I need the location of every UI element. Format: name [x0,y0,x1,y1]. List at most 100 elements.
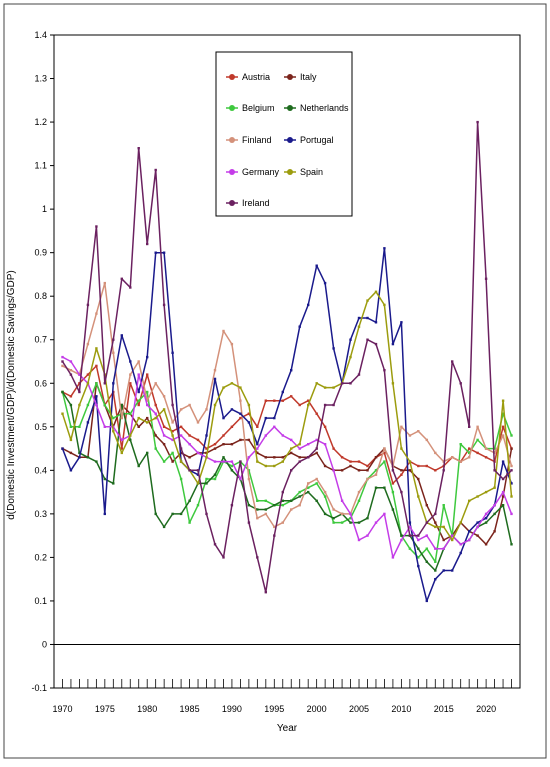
data-point [86,382,90,385]
data-point [264,399,267,402]
data-point [196,504,200,507]
data-point [357,460,361,463]
x-tick-label: 2010 [391,704,411,714]
data-point [374,456,378,459]
data-point [425,464,428,468]
data-point [256,499,259,502]
data-point [400,425,403,428]
data-point [78,425,81,428]
data-point [69,451,73,455]
data-point [239,416,242,420]
data-point [69,438,73,442]
data-point [408,460,412,463]
data-point [315,438,318,442]
data-point [298,504,301,507]
data-point [154,412,157,415]
data-point [400,490,403,494]
data-point [340,499,344,502]
plot-frame [53,34,521,689]
data-point [484,543,488,546]
data-point [247,469,251,472]
data-point [154,434,157,437]
data-point [510,434,513,437]
data-point [86,342,90,346]
data-point [154,168,157,172]
legend-item-finland: Finland [226,135,272,145]
x-tick-label: 2000 [307,704,327,714]
data-point [112,351,115,354]
data-point [307,403,310,407]
data-point [162,395,166,398]
legend-item-italy: Italy [284,72,317,82]
y-tick-label: -0.1 [31,683,47,693]
data-point [179,408,183,411]
data-point [417,538,420,542]
data-point [476,525,479,529]
data-point [230,408,234,411]
data-point [442,504,445,507]
data-point [510,543,513,546]
data-point [188,521,191,524]
legend-label: Belgium [242,103,275,113]
data-point [349,460,352,463]
data-point [468,456,471,459]
data-point [281,460,284,463]
data-point [61,364,64,368]
legend-label: Austria [242,72,270,82]
data-point [366,338,369,341]
data-point [112,430,115,433]
data-point [137,425,140,428]
data-point [374,469,378,472]
data-point [451,534,454,537]
data-point [61,412,64,415]
data-point [383,369,386,372]
data-point [332,508,335,511]
data-point [510,464,513,468]
data-point [332,517,335,520]
data-point [247,521,251,524]
data-point [239,412,242,415]
data-point [281,504,284,507]
data-point [95,225,98,228]
data-point [264,456,267,459]
data-point [391,482,395,485]
data-point [281,456,284,459]
data-point [129,373,132,376]
data-point [162,443,166,446]
data-point [213,377,217,381]
data-point [281,521,284,524]
data-point [154,512,157,516]
y-tick-label: 0.8 [34,291,47,301]
data-point [146,403,149,407]
data-point [468,425,471,428]
data-point [434,512,437,516]
data-point [103,382,106,385]
data-point [349,355,352,359]
data-point [366,469,369,472]
series-line [62,356,513,559]
data-point [417,547,420,550]
data-point [230,443,234,446]
data-point [95,395,98,398]
data-point [290,369,293,372]
data-point [315,412,318,415]
data-point [434,547,437,550]
data-point [442,547,445,550]
data-point [222,416,225,420]
data-point [137,373,140,376]
data-point [349,338,352,341]
data-point [307,399,310,402]
data-point [188,403,191,407]
data-point [162,303,166,307]
data-point [484,490,488,494]
data-point [417,534,420,537]
data-point [510,482,513,485]
data-point [307,486,310,489]
data-point [493,447,496,450]
data-point [366,316,369,320]
data-point [484,456,488,459]
data-point [501,460,505,463]
legend-marker [229,169,235,175]
x-tick-label: 2020 [476,704,496,714]
data-point [256,460,259,463]
